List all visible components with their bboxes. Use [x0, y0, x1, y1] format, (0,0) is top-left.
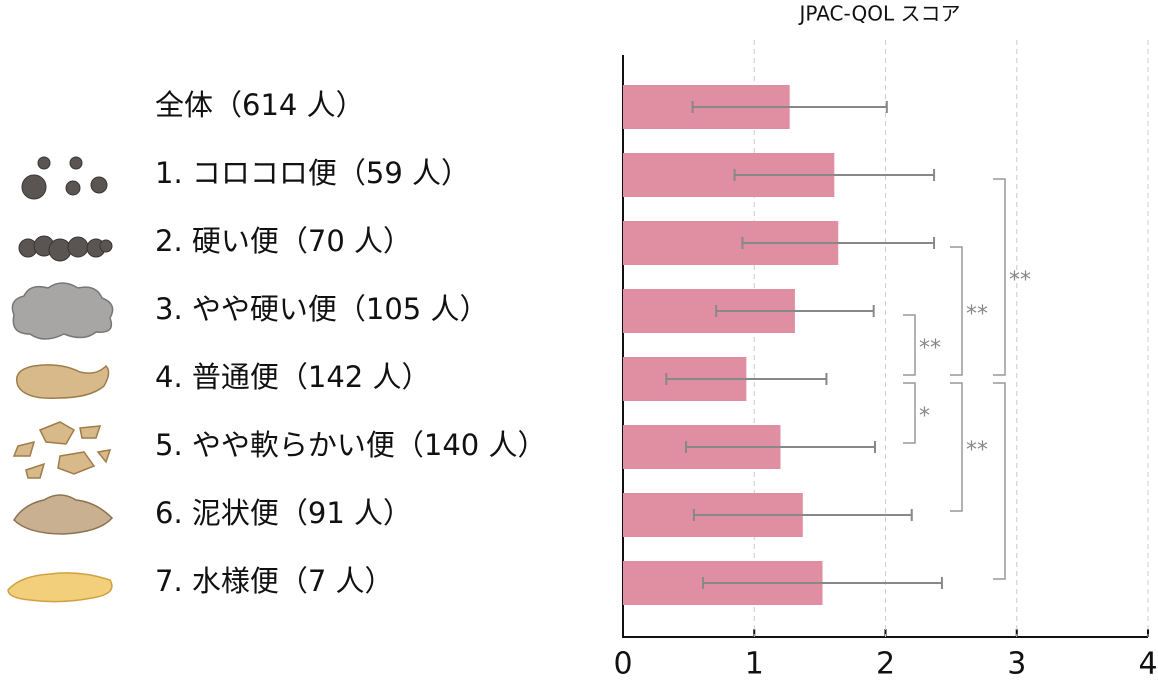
icon-type7	[7, 572, 113, 603]
x-tick-label: 2	[876, 647, 895, 681]
icon-type4	[16, 364, 110, 399]
significance-bracket	[993, 178, 1006, 376]
icon-type1	[21, 156, 108, 200]
category-label: 5. やや軟らかい便（140 人）	[155, 428, 546, 462]
icon-type5	[12, 421, 112, 479]
significance-label: **	[1009, 268, 1031, 293]
significance-bracket	[950, 382, 963, 512]
significance-label: **	[966, 302, 988, 327]
stool-icons	[7, 156, 114, 603]
icon-type2	[18, 235, 113, 262]
significance-label: **	[919, 336, 941, 361]
x-tick-label: 0	[613, 647, 632, 681]
icon-type6	[13, 494, 114, 535]
x-tick-label: 3	[1007, 647, 1026, 681]
significance-bracket	[903, 382, 916, 444]
category-label: 6. 泥状便（91 人）	[155, 496, 412, 530]
category-label: 全体（614 人）	[155, 88, 365, 122]
category-label: 4. 普通便（142 人）	[155, 360, 430, 394]
x-tick-label: 4	[1138, 647, 1157, 681]
category-label: 2. 硬い便（70 人）	[155, 224, 412, 258]
significance-label: *	[919, 404, 930, 429]
category-label: 1. コロコロ便（59 人）	[155, 156, 470, 190]
category-label: 3. やや硬い便（105 人）	[155, 292, 488, 326]
icon-type3	[11, 282, 114, 340]
axis-title: JPAC-QOL スコア	[798, 2, 961, 26]
significance-label: **	[966, 438, 988, 463]
x-tick-label: 1	[745, 647, 764, 681]
significance-bracket	[950, 246, 963, 376]
significance-bracket	[993, 382, 1006, 580]
category-label: 7. 水様便（7 人）	[155, 564, 394, 598]
significance-bracket	[903, 314, 916, 376]
